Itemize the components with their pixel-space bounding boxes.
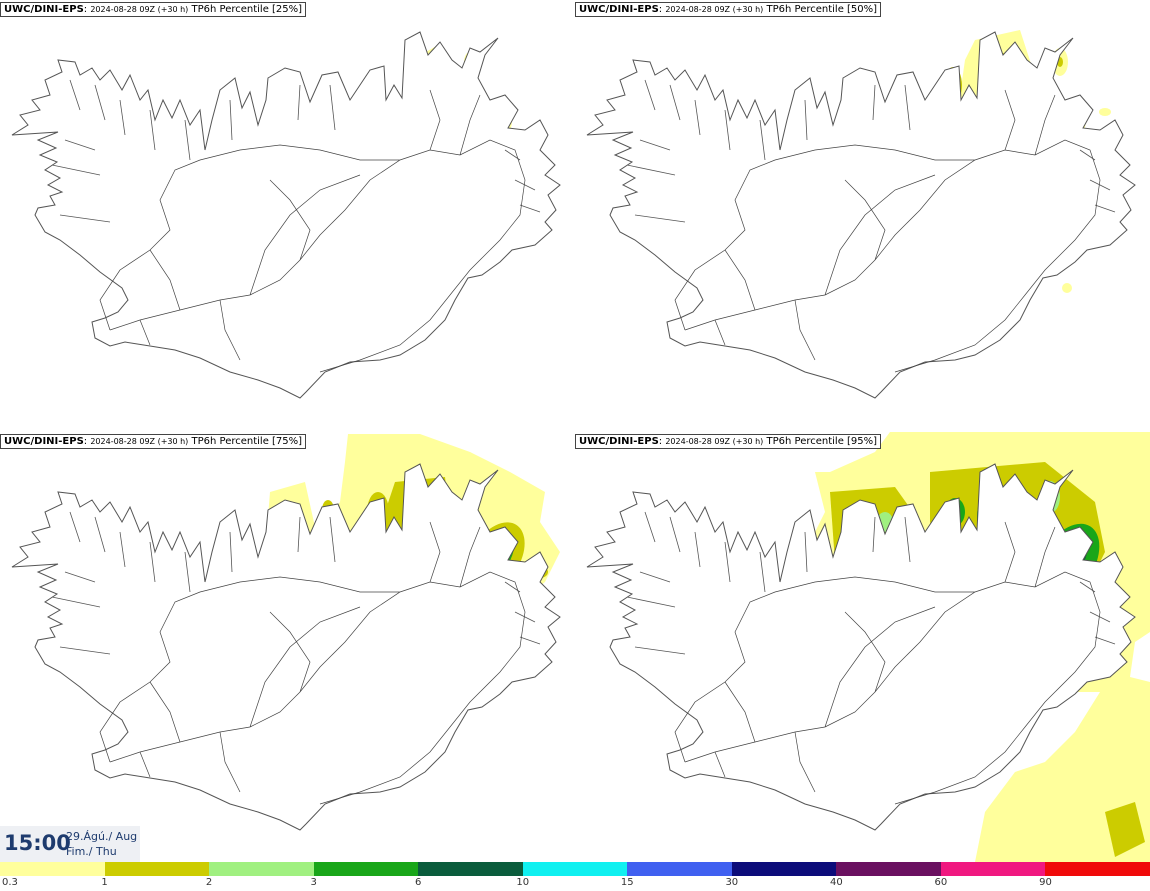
run-time: 2024-08-28 09Z (+30 h): [90, 437, 189, 446]
map-panel-p75: UWC/DINI-EPS: 2024-08-28 09Z (+30 h) TP6…: [0, 432, 575, 862]
precip-legend: 0.3 1 2 3 6 10 15 30 40 60 90: [0, 862, 1150, 891]
model-source: UWC/DINI-EPS: [579, 4, 659, 15]
valid-date: 29.Ágú./ Aug: [66, 830, 138, 843]
legend-swatch: [940, 862, 1046, 876]
panel-title: UWC/DINI-EPS: 2024-08-28 09Z (+30 h) TP6…: [575, 434, 882, 449]
legend-tick-label: 10: [516, 877, 530, 888]
valid-weekday: Fim./ Thu: [66, 845, 117, 858]
legend-tick-label: 0.3: [2, 877, 18, 888]
legend-swatch: [209, 862, 315, 876]
legend-color-bar: [0, 862, 1150, 876]
legend-tick-label: 30: [725, 877, 739, 888]
map-p75: [11, 434, 561, 831]
field-name: TP6h Percentile [50%]: [766, 4, 878, 15]
legend-swatch: [522, 862, 628, 876]
field-name: TP6h Percentile [75%]: [191, 436, 303, 447]
legend-swatch: [313, 862, 419, 876]
legend-tick-label: 1: [101, 877, 108, 888]
legend-tick-label: 90: [1039, 877, 1052, 888]
legend-swatch: [731, 862, 837, 876]
legend-swatch: [627, 862, 733, 876]
field-name: TP6h Percentile [95%]: [766, 436, 878, 447]
map-panel-p25: UWC/DINI-EPS: 2024-08-28 09Z (+30 h) TP6…: [0, 0, 575, 430]
map-p50: [586, 30, 1136, 399]
run-time: 2024-08-28 09Z (+30 h): [665, 437, 764, 446]
field-name: TP6h Percentile [25%]: [191, 4, 303, 15]
legend-swatch: [1045, 862, 1150, 876]
panel-title: UWC/DINI-EPS: 2024-08-28 09Z (+30 h) TP6…: [575, 2, 882, 17]
model-source: UWC/DINI-EPS: [579, 436, 659, 447]
map-panel-p95: UWC/DINI-EPS: 2024-08-28 09Z (+30 h) TP6…: [575, 432, 1150, 862]
legend-tick-label: 2: [205, 877, 213, 888]
legend-tick-label: 6: [414, 877, 422, 888]
model-source: UWC/DINI-EPS: [4, 4, 84, 15]
legend-tick-label: 40: [829, 877, 843, 888]
legend-swatch: [0, 862, 106, 876]
map-p95: [586, 432, 1150, 862]
legend-swatch: [836, 862, 942, 876]
valid-time-box: 15:00 29.Ágú./ Aug Fim./ Thu: [0, 826, 140, 862]
model-source: UWC/DINI-EPS: [4, 436, 84, 447]
legend-tick-label: 60: [934, 877, 948, 888]
valid-hour: 15:00: [4, 831, 71, 855]
run-time: 2024-08-28 09Z (+30 h): [90, 5, 189, 14]
legend-tick-label: 15: [620, 877, 634, 888]
legend-swatch: [418, 862, 524, 876]
panel-title: UWC/DINI-EPS: 2024-08-28 09Z (+30 h) TP6…: [0, 434, 307, 449]
legend-tick-label: 3: [310, 877, 317, 888]
legend-swatch: [104, 862, 210, 876]
map-panel-p50: UWC/DINI-EPS: 2024-08-28 09Z (+30 h) TP6…: [575, 0, 1150, 430]
run-time: 2024-08-28 09Z (+30 h): [665, 5, 764, 14]
map-p25: [11, 31, 561, 399]
panel-title: UWC/DINI-EPS: 2024-08-28 09Z (+30 h) TP6…: [0, 2, 307, 17]
